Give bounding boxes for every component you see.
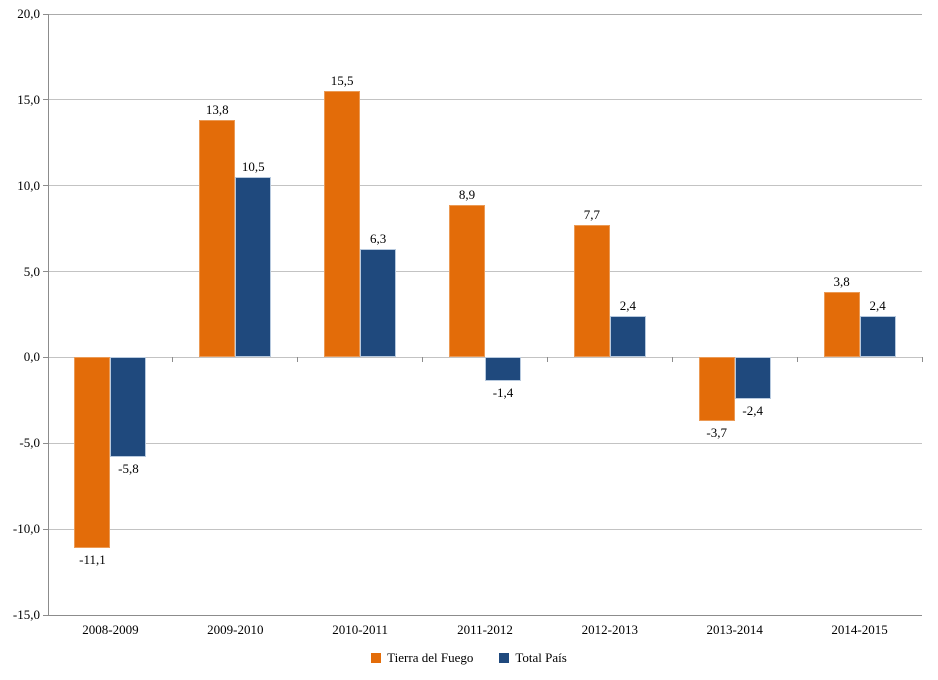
bar-tierra-del-fuego — [698, 357, 735, 421]
y-axis-tick-label: 15,0 — [17, 91, 40, 107]
y-axis-line — [47, 14, 49, 615]
data-label: 13,8 — [205, 102, 229, 118]
legend-swatch-icon — [371, 653, 382, 663]
bar-total-pa-s — [734, 357, 771, 399]
gridline — [48, 528, 922, 530]
gridline — [48, 99, 922, 101]
data-label: 2,4 — [869, 298, 886, 314]
category-boundary-tick — [796, 357, 798, 363]
legend-swatch-icon — [499, 653, 510, 663]
data-label: 15,5 — [330, 73, 354, 89]
category-boundary-tick — [546, 357, 548, 363]
legend-item: Tierra del Fuego — [371, 650, 473, 666]
data-label: -5,8 — [118, 461, 139, 477]
category-boundary-tick — [172, 357, 174, 363]
data-label: 3,8 — [833, 274, 850, 290]
y-axis-tick-label: 10,0 — [17, 177, 40, 193]
chart-legend: Tierra del Fuego Total País — [0, 648, 938, 668]
y-axis-tick-label: 5,0 — [23, 263, 40, 279]
gridline — [48, 13, 922, 15]
bar-tierra-del-fuego — [74, 357, 111, 549]
y-axis-tick — [43, 99, 48, 101]
x-axis-category-label: 2013-2014 — [706, 622, 763, 637]
x-axis-category-label: 2011-2012 — [457, 622, 513, 637]
gridline — [48, 271, 922, 273]
x-axis-category-label: 2012-2013 — [581, 622, 639, 637]
x-axis-line — [48, 614, 922, 616]
y-axis-tick — [43, 528, 48, 530]
bar-total-pa-s — [360, 249, 397, 358]
legend-label: Total País — [515, 650, 567, 665]
x-axis-category-label: 2009-2010 — [207, 622, 264, 637]
y-axis-tick-label: 20,0 — [17, 6, 40, 21]
x-axis-category-label: 2010-2011 — [332, 622, 389, 637]
y-axis-tick-label: -10,0 — [12, 521, 40, 537]
y-axis-tick — [43, 356, 48, 358]
bar-total-pa-s — [235, 177, 272, 358]
y-axis-tick-label: -15,0 — [12, 607, 40, 622]
data-label: -2,4 — [742, 402, 763, 418]
category-boundary-tick — [671, 357, 673, 363]
category-boundary-tick — [422, 357, 424, 363]
y-axis-tick — [43, 614, 48, 616]
data-label: 8,9 — [458, 186, 476, 202]
bar-tierra-del-fuego — [324, 91, 361, 358]
bar-total-pa-s — [110, 357, 147, 458]
data-label: -3,7 — [706, 424, 727, 440]
bar-total-pa-s — [609, 316, 646, 358]
y-axis-tick — [43, 442, 48, 444]
bar-total-pa-s — [485, 357, 521, 382]
bar-total-pa-s — [859, 316, 896, 358]
bar-tierra-del-fuego — [199, 120, 236, 358]
data-label: 10,5 — [241, 159, 265, 175]
data-label: -11,1 — [79, 552, 106, 568]
bar-tierra-del-fuego — [449, 204, 485, 358]
y-axis-tick — [43, 271, 48, 273]
data-label: 6,3 — [370, 231, 387, 247]
y-axis-tick-label: 0,0 — [23, 349, 40, 365]
x-axis-category-label: 2014-2015 — [831, 622, 888, 637]
bar-tierra-del-fuego — [573, 225, 610, 358]
gridline — [48, 442, 922, 444]
gridline — [48, 185, 922, 187]
legend-item: Total País — [499, 650, 567, 666]
category-boundary-tick — [297, 357, 299, 363]
x-axis-category-label: 2008-2009 — [82, 622, 139, 637]
plot-area: 20,0 15,0 10,0 5,0 0,0 -5,0 -10,0 -15,0 2008-200… — [13, 6, 923, 637]
category-boundary-tick — [921, 357, 923, 363]
y-axis-tick — [43, 13, 48, 15]
bar-tierra-del-fuego — [823, 292, 860, 358]
y-axis-tick-label: -5,0 — [19, 435, 40, 451]
data-label: 2,4 — [619, 298, 636, 314]
data-label: 7,7 — [583, 207, 600, 223]
y-axis-tick — [43, 185, 48, 187]
legend-label: Tierra del Fuego — [387, 650, 474, 665]
data-label: -1,4 — [492, 385, 514, 401]
